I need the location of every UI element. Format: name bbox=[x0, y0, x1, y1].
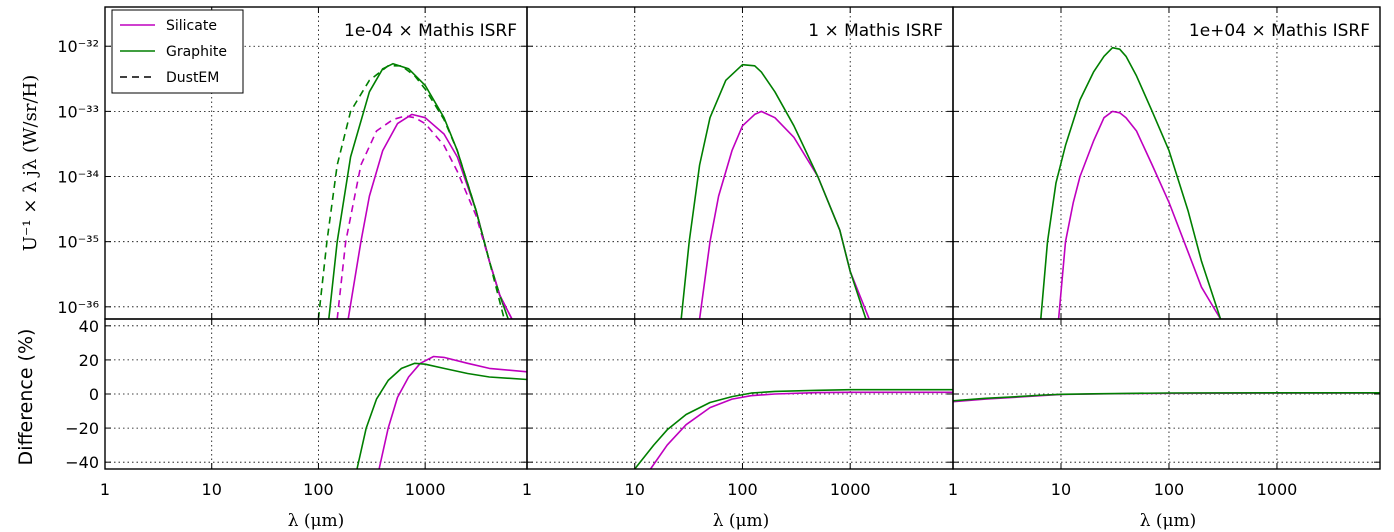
x-tick-label: 10 bbox=[202, 480, 222, 499]
x-tick-label: 1 bbox=[522, 480, 532, 499]
series-silicate-line bbox=[378, 355, 528, 470]
series-silicate-line bbox=[698, 110, 870, 320]
series-graphite-line bbox=[356, 362, 528, 470]
y-tick-label-top: 10⁻³³ bbox=[57, 102, 99, 121]
panel-title-1: 1e-04 × Mathis ISRF bbox=[344, 21, 517, 41]
tick-layer: 10⁻³² 10⁻³³ 10⁻³⁴ 10⁻³⁵ 10⁻³⁶ 1 10 100 1000 40 20 0… bbox=[57, 7, 1380, 499]
curve-layer bbox=[317, 46, 1380, 470]
legend: Silicate Graphite DustEM bbox=[111, 9, 244, 94]
x-tick-label: 1000 bbox=[405, 480, 446, 499]
y-tick-label-bottom: 20 bbox=[79, 351, 99, 370]
legend-label-graphite: Graphite bbox=[166, 44, 227, 60]
x-tick-label: 1 bbox=[100, 480, 110, 499]
x-axis-label-2: λ (μm) bbox=[713, 511, 770, 531]
y-tick-label-top: 10⁻³⁵ bbox=[57, 233, 99, 252]
x-tick-label: 1000 bbox=[830, 480, 871, 499]
series-silicate-line bbox=[649, 391, 953, 470]
series-graphite-line bbox=[634, 388, 953, 470]
y-tick-label-bottom: −40 bbox=[65, 453, 99, 472]
series-silicate-dustem-line bbox=[336, 115, 513, 320]
y-tick-label-top: 10⁻³² bbox=[57, 37, 99, 56]
legend-label-dustem: DustEM bbox=[166, 70, 219, 86]
x-axis-label-1: λ (μm) bbox=[288, 511, 345, 531]
legend-label-silicate: Silicate bbox=[166, 18, 217, 34]
panel-title-2: 1 × Mathis ISRF bbox=[808, 21, 943, 41]
x-tick-label: 1000 bbox=[1257, 480, 1298, 499]
x-tick-label: 1 bbox=[948, 480, 958, 499]
series-silicate-line bbox=[1057, 110, 1222, 320]
panel-title-3: 1e+04 × Mathis ISRF bbox=[1189, 21, 1370, 41]
y-axis-label-bottom: Difference (%) bbox=[15, 329, 37, 466]
y-tick-label-top: 10⁻³⁶ bbox=[57, 298, 99, 317]
y-tick-label-top: 10⁻³⁴ bbox=[57, 168, 99, 187]
x-tick-label: 100 bbox=[727, 480, 758, 499]
y-tick-label-bottom: 0 bbox=[89, 385, 99, 404]
x-tick-label: 10 bbox=[1051, 480, 1071, 499]
y-tick-label-bottom: 40 bbox=[79, 317, 99, 336]
series-graphite-dustem-line bbox=[317, 65, 505, 320]
series-graphite-line bbox=[1040, 46, 1222, 320]
x-tick-label: 10 bbox=[625, 480, 645, 499]
y-tick-label-bottom: −20 bbox=[65, 419, 99, 438]
axes-frame bbox=[526, 6, 954, 320]
series-silicate-line bbox=[347, 113, 513, 320]
axes-frame bbox=[952, 6, 1381, 320]
x-tick-label: 100 bbox=[303, 480, 334, 499]
x-tick-label: 100 bbox=[1154, 480, 1185, 499]
grid-layer bbox=[104, 7, 1380, 469]
series-graphite-line bbox=[952, 391, 1380, 402]
x-axis-label-3: λ (μm) bbox=[1140, 511, 1197, 531]
y-axis-label-top: U⁻¹ × λ jλ (W/sr/H) bbox=[20, 75, 41, 251]
series-graphite-line bbox=[680, 63, 867, 320]
